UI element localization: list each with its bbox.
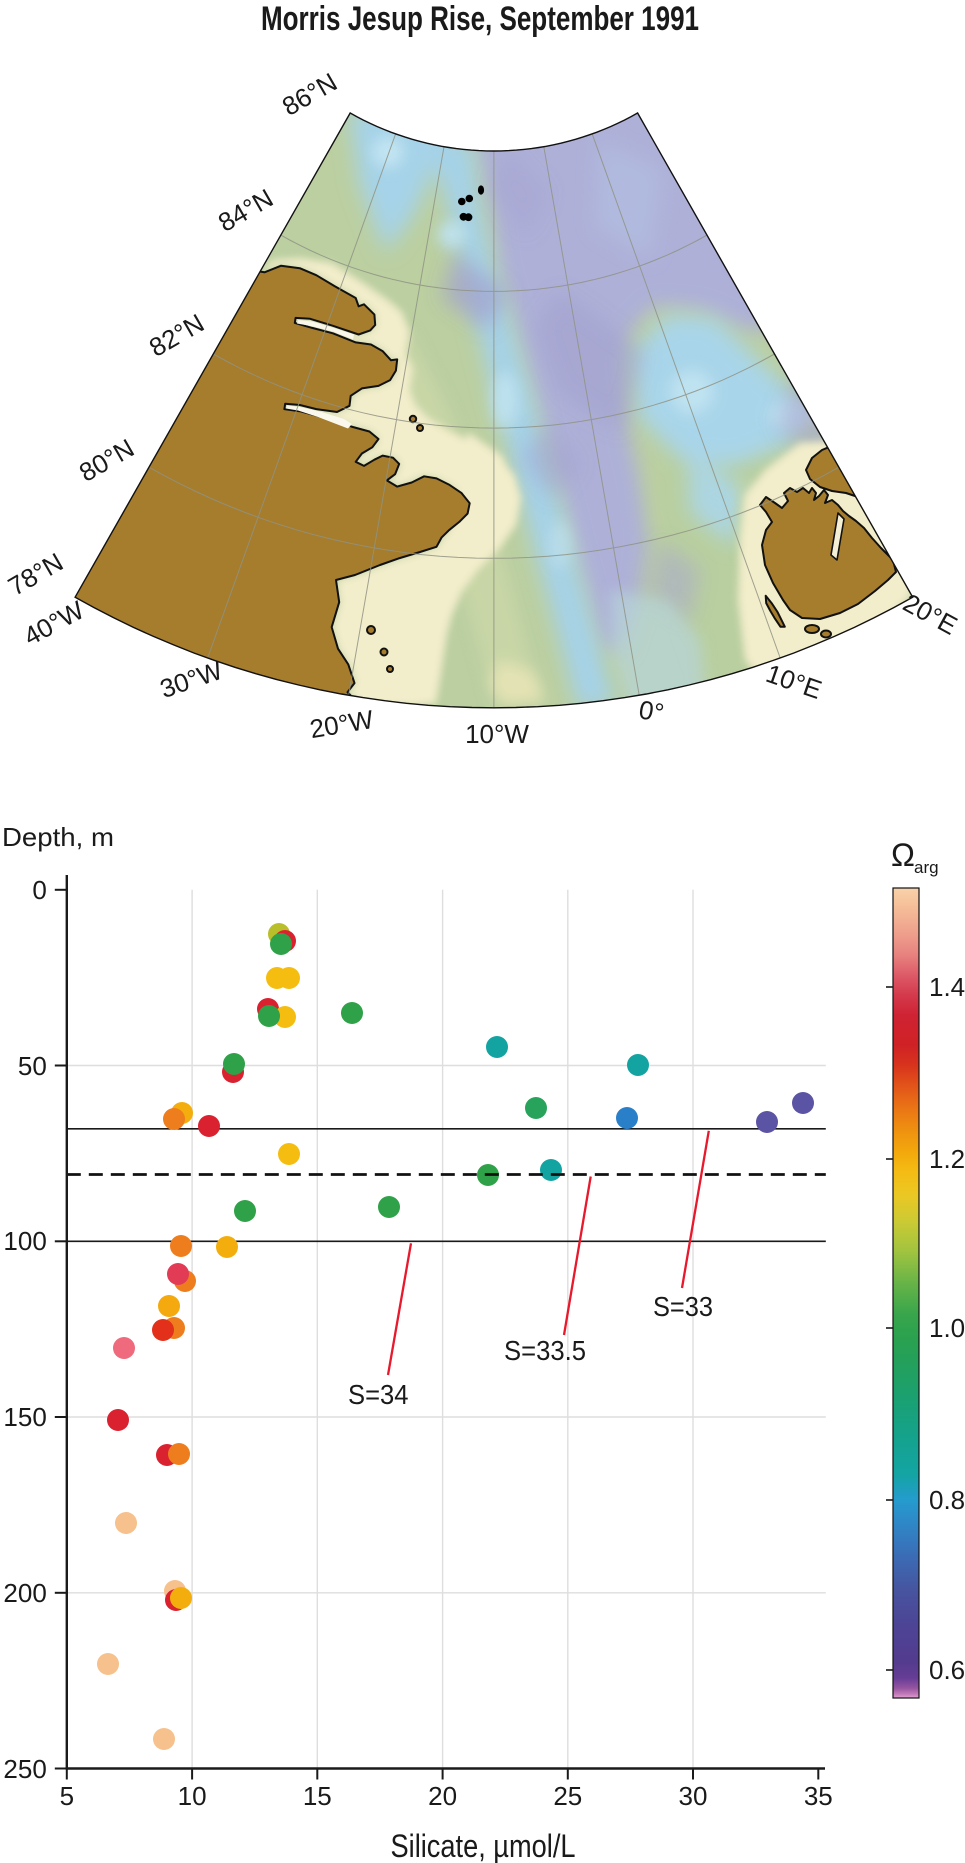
- svg-text:30°W: 30°W: [156, 655, 227, 704]
- svg-text:S=33.5: S=33.5: [504, 1335, 586, 1366]
- svg-text:20°W: 20°W: [308, 704, 376, 744]
- svg-text:1.2: 1.2: [929, 1144, 965, 1174]
- svg-text:10°W: 10°W: [465, 719, 529, 749]
- svg-text:100: 100: [3, 1226, 46, 1256]
- svg-text:80°N: 80°N: [74, 433, 139, 488]
- svg-text:S=33: S=33: [653, 1291, 713, 1322]
- svg-text:40°W: 40°W: [18, 594, 89, 651]
- svg-text:0.6: 0.6: [929, 1655, 965, 1685]
- svg-text:Silicate, µmol/L: Silicate, µmol/L: [391, 1828, 576, 1863]
- svg-text:78°N: 78°N: [3, 547, 68, 602]
- svg-text:0.8: 0.8: [929, 1485, 965, 1515]
- svg-text:Morris Jesup Rise, September 1: Morris Jesup Rise, September 1991: [261, 0, 699, 38]
- svg-text:10°E: 10°E: [762, 658, 825, 705]
- svg-text:0°: 0°: [637, 694, 666, 728]
- svg-text:150: 150: [3, 1402, 46, 1432]
- svg-text:S=34: S=34: [348, 1379, 409, 1410]
- svg-text:35: 35: [804, 1781, 833, 1811]
- svg-text:0: 0: [32, 875, 46, 905]
- svg-text:Ω: Ω: [891, 837, 915, 873]
- svg-text:25: 25: [553, 1781, 582, 1811]
- svg-text:1.0: 1.0: [929, 1313, 965, 1343]
- svg-text:30: 30: [679, 1781, 708, 1811]
- svg-text:86°N: 86°N: [277, 67, 342, 122]
- svg-text:arg: arg: [914, 858, 939, 877]
- svg-text:5: 5: [60, 1781, 74, 1811]
- svg-text:Depth, m: Depth, m: [2, 822, 114, 852]
- svg-text:10: 10: [178, 1781, 207, 1811]
- svg-text:200: 200: [3, 1578, 46, 1608]
- svg-text:20: 20: [428, 1781, 457, 1811]
- svg-text:50: 50: [18, 1051, 47, 1081]
- svg-text:1.4: 1.4: [929, 972, 965, 1002]
- svg-text:84°N: 84°N: [213, 183, 278, 238]
- svg-text:20°E: 20°E: [898, 587, 962, 640]
- svg-text:15: 15: [303, 1781, 332, 1811]
- svg-text:82°N: 82°N: [144, 308, 209, 363]
- svg-text:250: 250: [3, 1754, 46, 1784]
